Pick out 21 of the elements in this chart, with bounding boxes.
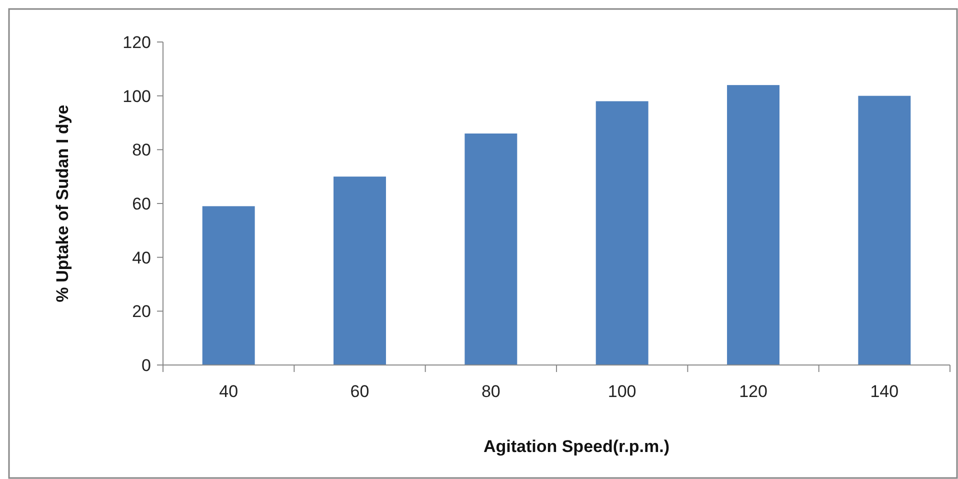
x-tick-label: 120 bbox=[739, 382, 768, 401]
y-tick-label: 80 bbox=[132, 140, 151, 160]
x-axis-title: Agitation Speed(r.p.m.) bbox=[483, 437, 670, 456]
bar bbox=[727, 85, 780, 365]
x-tick-label: 60 bbox=[350, 382, 370, 401]
x-tick-label: 100 bbox=[608, 382, 636, 401]
x-tick-label: 40 bbox=[219, 382, 238, 401]
bar bbox=[464, 134, 518, 365]
bar bbox=[596, 101, 648, 365]
y-tick-label: 120 bbox=[122, 32, 151, 52]
bar bbox=[858, 96, 911, 365]
x-tick-label: 140 bbox=[870, 382, 899, 401]
bar bbox=[334, 176, 386, 365]
y-tick-label: 60 bbox=[132, 194, 151, 214]
y-axis-title: % Uptake of Sudan I dye bbox=[53, 104, 72, 302]
y-tick-label: 20 bbox=[132, 302, 151, 322]
y-tick-label: 40 bbox=[132, 248, 151, 268]
bar bbox=[202, 206, 255, 365]
y-tick-label: 100 bbox=[122, 86, 151, 106]
x-tick-label: 80 bbox=[481, 382, 500, 401]
y-tick-label: 0 bbox=[142, 356, 151, 375]
